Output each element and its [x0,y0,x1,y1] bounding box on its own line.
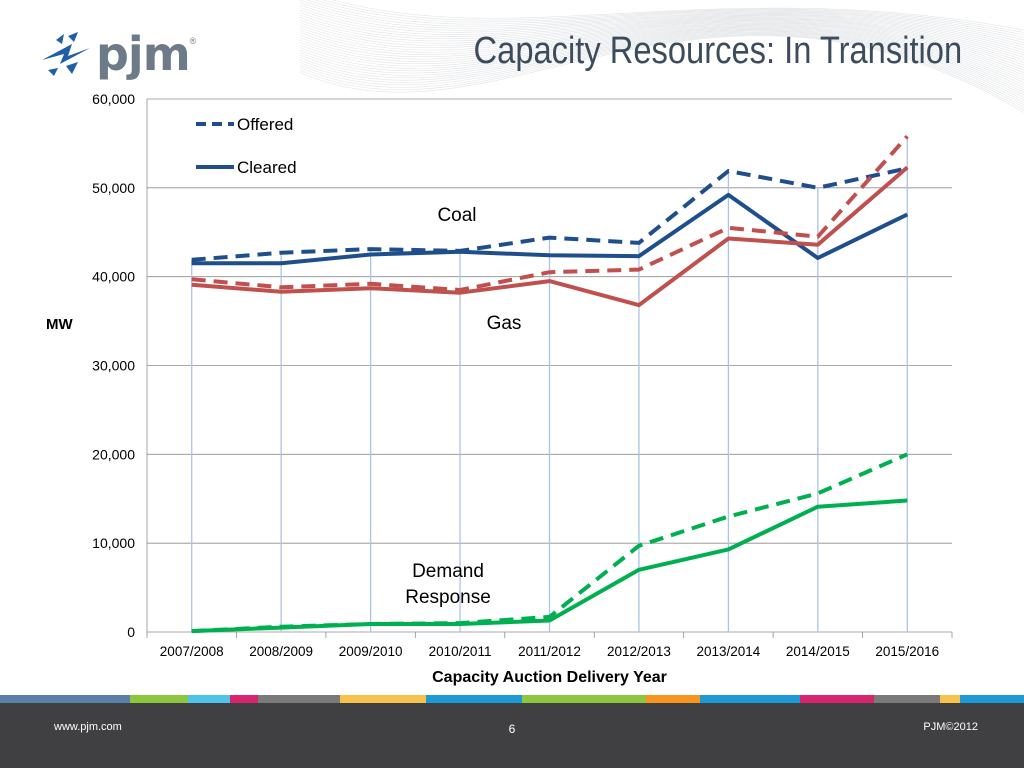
legend-label-cleared: Cleared [237,158,297,177]
annotation-coal: Coal [437,205,476,226]
series-line-gas-offered [191,134,909,292]
pjm-logo: pjm ® [38,30,196,78]
x-tick-label: 2014/2015 [786,644,850,659]
annotation-demand-response: Demand [412,561,484,582]
capacity-chart: 0 10,000 20,000 30,000 40,000 50,000 60,000 200… [46,91,953,686]
x-tick-label: 2011/2012 [518,644,581,659]
y-tick-label: 10,000 [92,535,135,551]
series-line-coal-offered [191,166,908,262]
slide-title: Capacity Resources: In Transition [473,30,962,72]
y-tick-label: 50,000 [92,180,135,196]
x-axis-title: Capacity Auction Delivery Year [432,669,667,686]
series-line-coal-cleared [191,192,909,266]
logo-wordmark: pjm [96,27,191,81]
logo-registered-mark: ® [189,36,197,46]
footer-bar: www.pjm.com 6 PJM©2012 [0,703,1024,768]
x-tick-label: 2010/2011 [429,644,492,659]
annotation-demand-response: Response [405,587,491,608]
y-tick-label: 0 [127,624,135,640]
pjm-lightning-icon [42,32,90,76]
footer-copyright: PJM©2012 [923,721,978,733]
y-tick-label: 30,000 [92,358,135,374]
x-tick-label: 2013/2014 [696,644,760,659]
annotation-gas: Gas [487,313,522,334]
x-tick-label: 2009/2010 [339,644,403,659]
y-axis-title: MW [46,316,73,333]
x-tick-label: 2007/2008 [160,644,224,659]
series-line-gas-cleared [191,165,909,308]
footer-url: www.pjm.com [54,721,122,733]
legend-label-offered: Offered [237,115,293,134]
footer-color-stripe [0,695,1024,703]
page-number: 6 [508,722,516,736]
background-wave-pattern [299,0,1024,113]
x-tick-label: 2015/2016 [875,644,939,659]
y-tick-label: 60,000 [92,91,135,107]
y-tick-label: 40,000 [92,269,135,285]
y-tick-label: 20,000 [92,446,135,462]
x-tick-label: 2008/2009 [249,644,313,659]
series-line-demand-response-cleared [191,498,908,634]
x-tick-label: 2012/2013 [607,644,671,659]
